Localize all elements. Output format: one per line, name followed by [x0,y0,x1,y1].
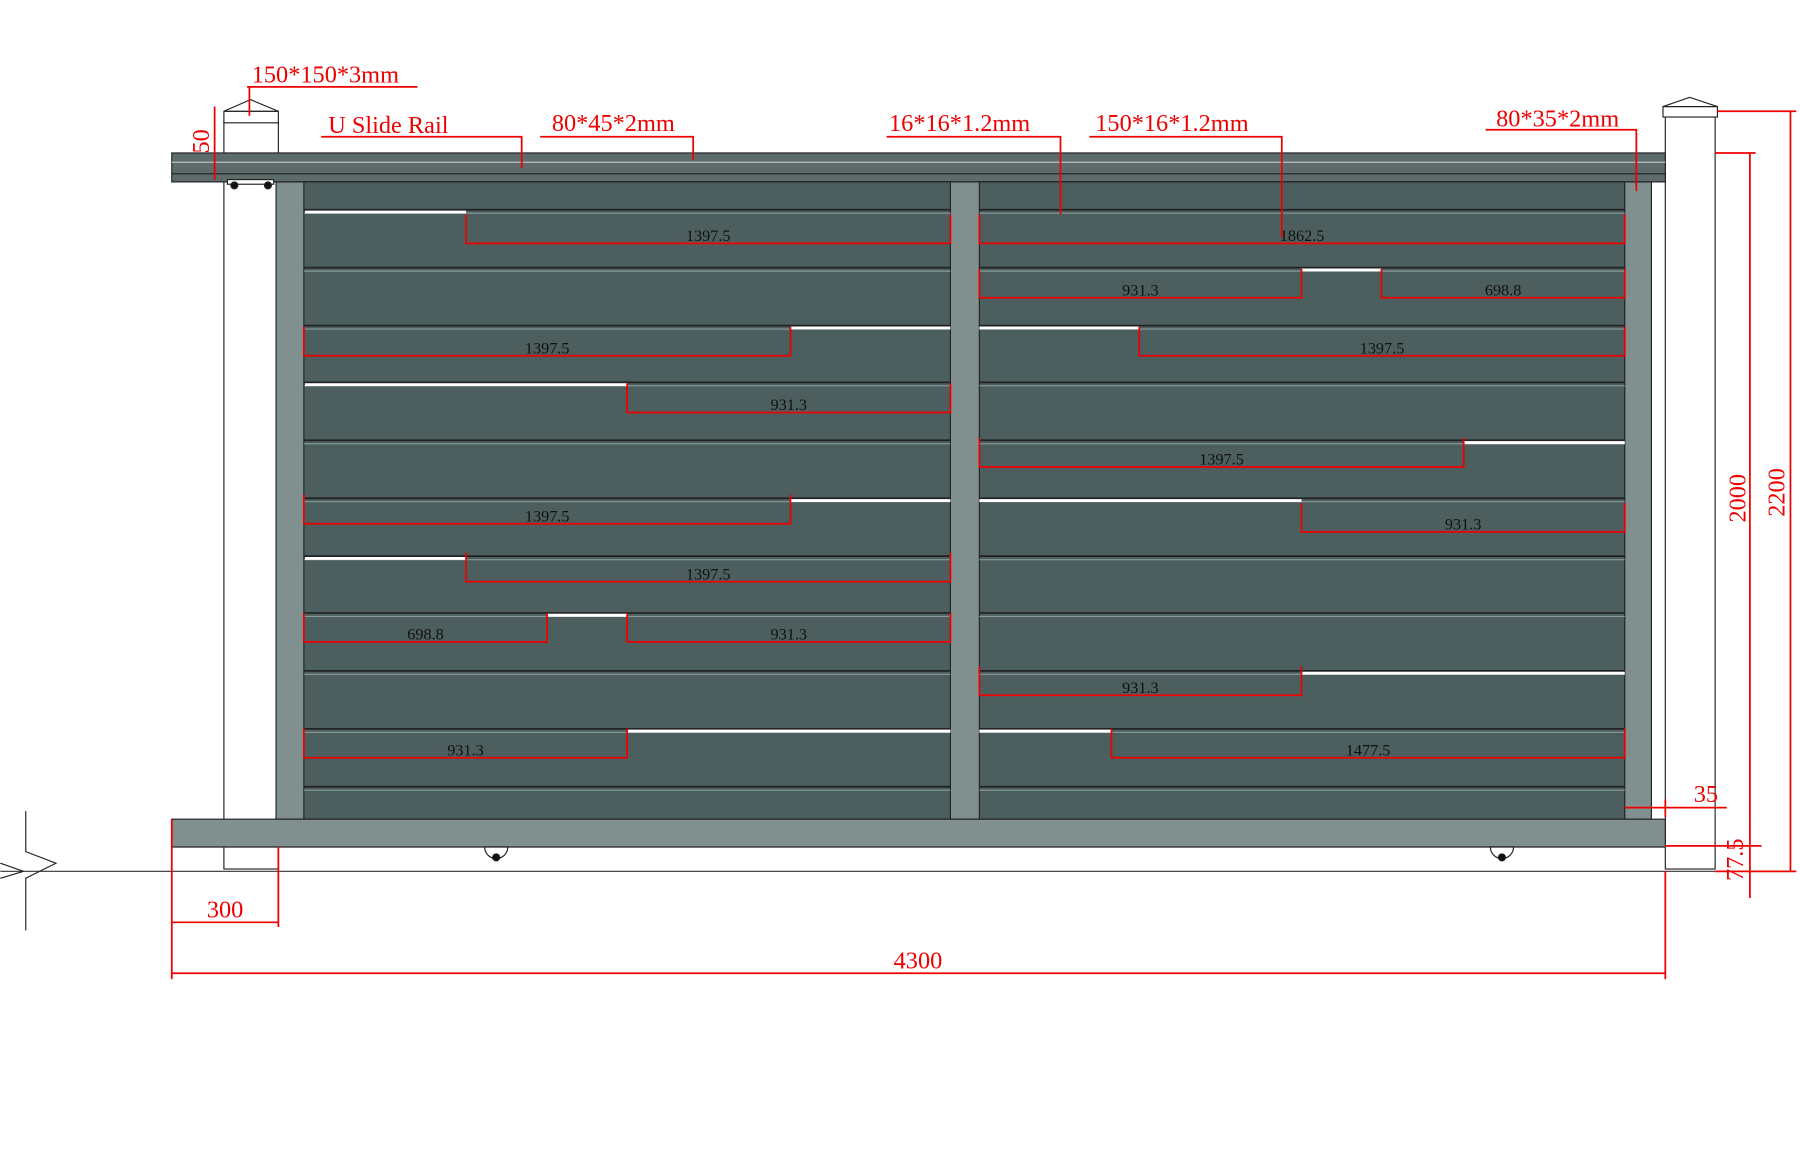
gate-structure-part [1662,106,1719,118]
slat-length: 1862.5 [1280,227,1325,245]
gate-structure-part [226,179,275,185]
slat-length: 1397.5 [1360,339,1405,357]
gate-structure [0,96,1719,931]
dimension-label: 300 [207,897,244,924]
slat-length: 1477.5 [1346,741,1391,759]
spec-label: 16*16*1.2mm [889,110,1030,137]
spec-labels: 150*150*3mm U Slide Rail 80*45*2mm 16*16… [188,61,1791,974]
gate-structure-part [230,181,239,190]
slat-bracket [302,494,792,525]
gate-structure-part [171,152,1666,183]
slat-bracket [1110,728,1626,759]
slat-bracket [978,214,1626,245]
slat-bracket [626,612,952,643]
slat-bracket [465,552,952,583]
gate-structure-part [1664,115,1716,870]
slat-length: 1397.5 [525,507,570,525]
gate-structure-part [1497,853,1506,862]
slat-bracket [626,383,952,414]
gate-structure-part [223,110,279,124]
slat-length: 1397.5 [686,227,731,245]
gate-structure-part [223,121,279,870]
slat-length: 931.3 [447,741,484,759]
dimension-lines [170,86,1797,980]
slat-bracket [1300,502,1626,533]
spec-label: 80*45*2mm [552,110,675,137]
gate-structure-part [0,811,58,931]
slat-dimensions: 1397.5 1862.5 931.3 698.8 1397.5 1397.5 931.3 1… [302,214,1626,759]
gate-structure-part [171,818,1666,848]
slat-bracket [978,268,1303,299]
spec-label: 80*35*2mm [1496,105,1619,132]
gate-structure-part [223,99,279,112]
spec-label: 150*150*3mm [252,61,399,88]
slat-length: 1397.5 [686,565,731,583]
gate-structure-part [492,853,501,862]
slat-length: 931.3 [771,396,808,414]
dimension-label: 2000 [1724,474,1751,523]
slat-bracket [302,612,549,643]
slat-length: 931.3 [1445,516,1482,534]
dimension-label: 35 [1694,781,1718,808]
slat-length: 1397.5 [525,339,570,357]
dimension-lines-part [247,86,1638,238]
dimension-label: 2200 [1764,468,1791,517]
slat-bracket [1138,326,1626,357]
spec-label: 150*16*1.2mm [1095,110,1248,137]
dimension-lines-part [170,819,1667,980]
gate-structure-part [1662,96,1718,108]
slat-bracket [978,666,1303,697]
slat-length: 931.3 [1122,679,1159,697]
slat-bracket [302,326,792,357]
slat-length: 698.8 [407,626,444,644]
dimension-label: 50 [188,129,215,153]
slat-length: 698.8 [1485,281,1522,299]
slat-lines [303,208,1625,791]
slat-bracket [465,214,952,245]
dimension-lines-part [213,106,1797,898]
spec-label: U Slide Rail [328,112,449,139]
dimension-label: 77.5 [1722,838,1749,881]
dimension-label: 4300 [894,948,943,975]
slat-bracket [302,728,628,759]
slat-bracket [978,437,1465,468]
slat-length: 931.3 [771,626,808,644]
slat-length: 1397.5 [1199,451,1244,469]
slat-length: 931.3 [1122,281,1159,299]
gate-structure-part [263,181,272,190]
slat-bracket [1380,268,1626,299]
